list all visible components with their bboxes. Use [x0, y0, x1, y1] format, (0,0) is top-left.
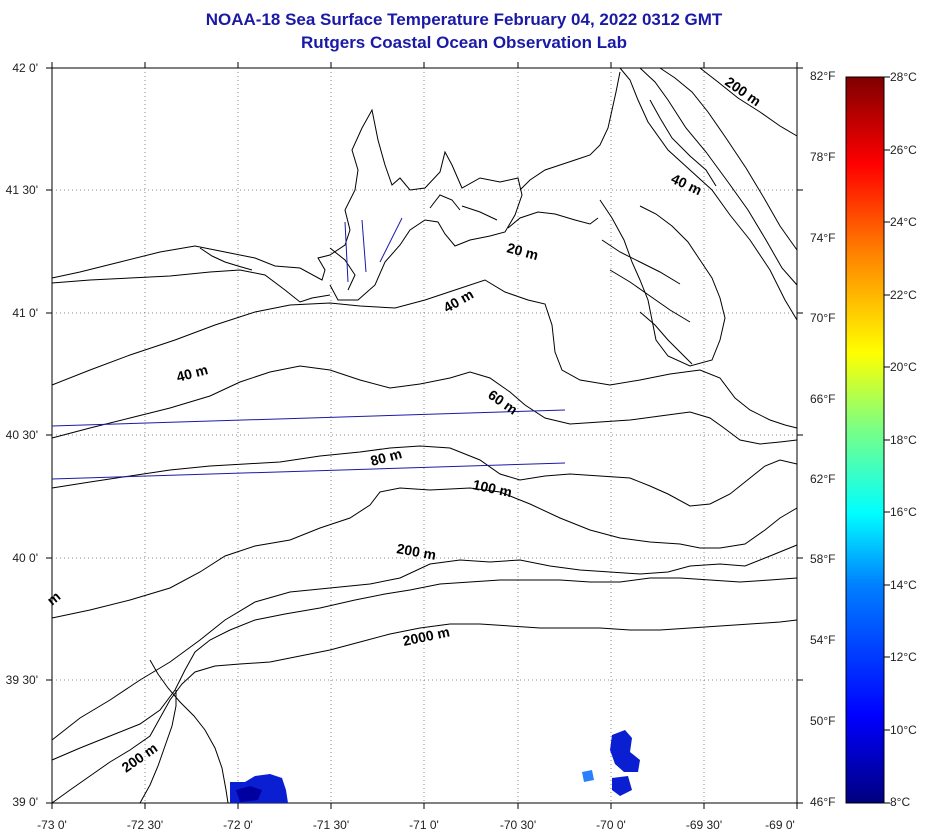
lat-label: 40 0' — [12, 551, 38, 565]
lon-label: -70 0' — [596, 818, 626, 832]
coastline — [51, 71, 726, 367]
lon-label: -70 30' — [499, 818, 537, 832]
fahrenheit-label: 54°F — [810, 633, 836, 647]
grid-lines — [52, 68, 797, 803]
lon-label: -71 0' — [409, 818, 439, 832]
sst-data-patches — [230, 730, 640, 803]
celsius-label: 28°C — [890, 70, 917, 84]
celsius-label: 16°C — [890, 505, 917, 519]
lat-label: 41 30' — [5, 183, 38, 197]
celsius-label: 20°C — [890, 360, 917, 374]
fahrenheit-label: 62°F — [810, 472, 836, 486]
celsius-label: 24°C — [890, 215, 917, 229]
contour-label-80m: 80 m — [369, 445, 404, 469]
lat-label: 42 0' — [12, 61, 38, 75]
celsius-label: 10°C — [890, 723, 917, 737]
fahrenheit-label: 82°F — [810, 69, 836, 83]
celsius-label: 14°C — [890, 578, 917, 592]
sst-patch-southeast — [610, 730, 640, 772]
colorbar — [845, 76, 885, 804]
lat-label: 40 30' — [5, 428, 38, 442]
celsius-label: 12°C — [890, 650, 917, 664]
fahrenheit-label: 78°F — [810, 150, 836, 164]
lat-label: 39 0' — [12, 795, 38, 809]
colorbar-ticks — [884, 76, 890, 804]
fahrenheit-label: 74°F — [810, 231, 836, 245]
contour-label-200m-mid: 200 m — [395, 540, 437, 563]
celsius-label: 26°C — [890, 143, 917, 157]
lon-label: -71 30' — [312, 818, 350, 832]
lon-label: -73 0' — [37, 818, 67, 832]
celsius-label: 8°C — [890, 795, 911, 809]
fahrenheit-label: 66°F — [810, 392, 836, 406]
lon-label: -72 30' — [126, 818, 164, 832]
lon-label: -69 0' — [765, 818, 795, 832]
fahrenheit-label: 46°F — [810, 795, 836, 809]
celsius-label: 22°C — [890, 288, 917, 302]
bathymetry-contours — [51, 67, 798, 804]
contour-labels: 200 m 40 m 20 m 40 m 40 m 60 m 80 m 100 … — [44, 73, 764, 775]
lat-label: 41 0' — [12, 306, 38, 320]
lat-label: 39 30' — [5, 673, 38, 687]
frame-ticks — [46, 62, 803, 809]
map-title: NOAA-18 Sea Surface Temperature February… — [205, 10, 723, 29]
map-subtitle: Rutgers Coastal Ocean Observation Lab — [301, 33, 627, 52]
fahrenheit-label: 58°F — [810, 552, 836, 566]
celsius-label: 18°C — [890, 433, 917, 447]
contour-label-20m: 20 m — [505, 239, 540, 263]
contour-label-40m-west: 40 m — [175, 361, 210, 385]
fahrenheit-label: 70°F — [810, 311, 836, 325]
transect-lines — [51, 217, 566, 480]
fahrenheit-label: 50°F — [810, 714, 836, 728]
lon-label: -72 0' — [223, 818, 253, 832]
lon-label: -69 30' — [685, 818, 723, 832]
